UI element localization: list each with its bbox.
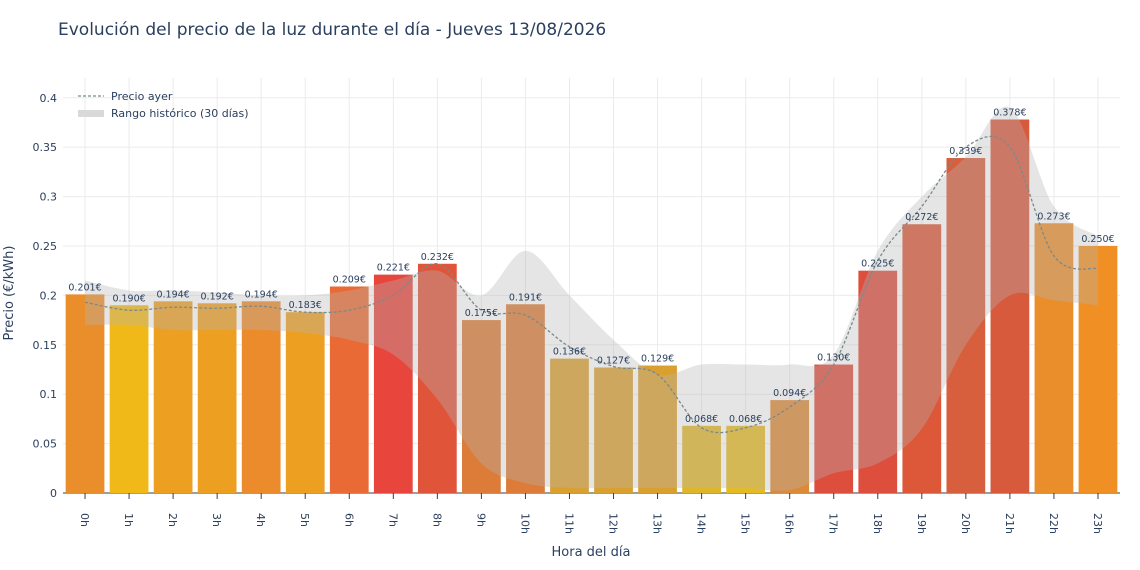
historical-range-area [85, 106, 1098, 491]
bar-value-label: 0.201€ [68, 282, 101, 293]
bar[interactable] [153, 301, 193, 493]
historical-range-layer [85, 106, 1098, 491]
bar-value-label: 0.191€ [509, 292, 542, 303]
bar-value-label: 0.183€ [289, 300, 322, 311]
bar[interactable] [241, 301, 281, 493]
x-tick-label: 17h [827, 513, 840, 534]
bar-layer [65, 119, 1118, 494]
bar[interactable] [109, 305, 149, 493]
bar-value-label: 0.068€ [729, 414, 762, 425]
x-tick-label: 19h [915, 513, 928, 534]
bar-value-label: 0.225€ [861, 259, 894, 270]
x-tick-label: 23h [1091, 513, 1104, 534]
bar[interactable] [506, 304, 545, 493]
x-tick-label: 5h [298, 513, 311, 527]
bar-value-label: 0.232€ [421, 252, 454, 263]
bar[interactable] [638, 365, 677, 493]
yesterday-price-line [84, 135, 1099, 434]
bar-value-label: 0.194€ [156, 289, 189, 300]
bar[interactable] [373, 274, 413, 493]
x-axis-title: Hora del día [552, 545, 631, 560]
x-tick-label: 1h [122, 513, 135, 527]
x-tick-label: 12h [607, 513, 620, 534]
bar-value-label: 0.130€ [817, 353, 850, 364]
bar[interactable] [770, 400, 810, 493]
bar[interactable] [329, 286, 369, 493]
bar[interactable] [594, 367, 633, 493]
bar[interactable] [858, 270, 898, 493]
bar[interactable] [462, 320, 501, 493]
bar-value-label: 0.194€ [245, 289, 278, 300]
bar[interactable] [726, 425, 766, 493]
x-tick-label: 15h [739, 513, 752, 534]
axis-layer: 0 0.05 0.1 0.15 0.2 0.25 0.3 0.35 0.4 0h 1h 2h 3h 4h 5… [33, 92, 1104, 534]
bar[interactable] [285, 312, 325, 493]
bar-value-label: 0.175€ [465, 308, 498, 319]
y-tick-label: 0.2 [40, 289, 58, 302]
x-tick-label: 7h [386, 513, 399, 527]
bar-value-label: 0.129€ [641, 354, 674, 365]
y-tick-label: 0.25 [33, 240, 58, 253]
y-axis-title: Precio (€/kWh) [2, 246, 17, 341]
x-tick-label: 9h [474, 513, 487, 527]
bar[interactable] [1078, 245, 1118, 493]
bar[interactable] [197, 303, 237, 493]
y-tick-label: 0.4 [40, 92, 58, 105]
bar-value-label: 0.221€ [377, 263, 410, 274]
x-tick-label: 21h [1003, 513, 1016, 534]
bar-value-label: 0.339€ [949, 146, 982, 157]
bar-value-label: 0.250€ [1081, 234, 1114, 245]
x-tick-label: 8h [430, 513, 443, 527]
bar[interactable] [902, 224, 942, 493]
bar-value-label: 0.273€ [1037, 211, 1070, 222]
x-tick-label: 2h [166, 513, 179, 527]
yesterday-line-layer [84, 135, 1099, 434]
y-tick-label: 0.15 [33, 339, 58, 352]
bar-value-label: 0.136€ [553, 347, 586, 358]
chart-title: Evolución del precio de la luz durante e… [58, 20, 607, 40]
bar[interactable] [550, 358, 589, 493]
x-tick-label: 18h [871, 513, 884, 534]
x-tick-label: 0h [78, 513, 91, 527]
bar-value-label: 0.272€ [905, 212, 938, 223]
bar-value-label: 0.209€ [333, 274, 366, 285]
bar[interactable] [417, 263, 457, 493]
x-tick-label: 10h [518, 513, 531, 534]
x-tick-label: 6h [342, 513, 355, 527]
legend-area-swatch [78, 110, 104, 117]
legend-label-rango-historico: Rango histórico (30 días) [111, 107, 249, 120]
bar-value-label: 0.068€ [685, 414, 718, 425]
legend: Precio ayer Rango histórico (30 días) [78, 90, 249, 120]
bar-value-label: 0.192€ [201, 291, 234, 302]
bar-label-layer: 0.201€ 0.190€ 0.194€ 0.192€ 0.194€ 0.183€ 0.20… [68, 108, 1114, 425]
bar-value-label: 0.190€ [112, 293, 145, 304]
x-tick-label: 22h [1047, 513, 1060, 534]
bar-value-label: 0.094€ [773, 388, 806, 399]
x-tick-label: 11h [562, 513, 575, 534]
x-tick-label: 3h [210, 513, 223, 527]
y-tick-label: 0 [50, 487, 57, 500]
bar[interactable] [946, 158, 986, 494]
legend-label-precio-ayer: Precio ayer [111, 90, 173, 103]
bar[interactable] [990, 119, 1030, 494]
bar[interactable] [1034, 223, 1074, 493]
bar-value-label: 0.127€ [597, 356, 630, 367]
y-tick-label: 0.35 [33, 141, 58, 154]
y-tick-label: 0.3 [40, 191, 58, 204]
x-tick-label: 14h [695, 513, 708, 534]
y-tick-label: 0.05 [33, 438, 58, 451]
bar[interactable] [65, 294, 105, 493]
x-tick-label: 4h [254, 513, 267, 527]
x-tick-label: 13h [651, 513, 664, 534]
bar[interactable] [682, 425, 721, 493]
x-tick-label: 20h [959, 513, 972, 534]
bar-value-label: 0.378€ [993, 108, 1026, 119]
y-tick-label: 0.1 [40, 388, 58, 401]
x-tick-label: 16h [783, 513, 796, 534]
bar[interactable] [814, 364, 854, 493]
